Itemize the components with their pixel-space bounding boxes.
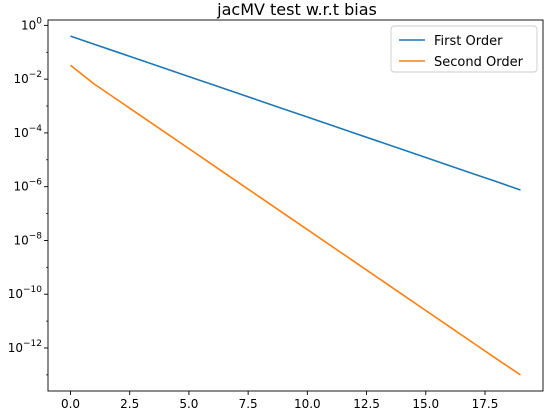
y-tick-label: 10−12 bbox=[8, 339, 42, 355]
y-tick-label: 100 bbox=[21, 16, 42, 32]
x-tick-label: 2.5 bbox=[120, 397, 139, 411]
y-tick-label: 10−4 bbox=[13, 124, 42, 140]
legend-box bbox=[390, 25, 538, 73]
legend-label-1: First Order bbox=[434, 34, 503, 49]
x-tick-label: 15.0 bbox=[412, 397, 439, 411]
plot-frame bbox=[47, 19, 544, 392]
x-tick-label: 5.0 bbox=[179, 397, 198, 411]
x-tick-label: 0.0 bbox=[61, 397, 80, 411]
y-tick-label: 10−6 bbox=[13, 178, 42, 194]
y-tick-label: 10−10 bbox=[8, 285, 43, 301]
chart-title: jacMV test w.r.t bias bbox=[216, 0, 377, 19]
x-tick-label: 12.5 bbox=[353, 397, 380, 411]
legend-label-2: Second Order bbox=[434, 55, 524, 70]
x-tick-label: 17.5 bbox=[472, 397, 499, 411]
series-line-1 bbox=[70, 35, 521, 191]
x-tick-label: 10.0 bbox=[294, 397, 321, 411]
y-tick-label: 10−2 bbox=[13, 70, 42, 86]
y-tick-label: 10−8 bbox=[13, 231, 42, 247]
series-line-2 bbox=[70, 64, 521, 376]
x-tick-label: 7.5 bbox=[239, 397, 258, 411]
